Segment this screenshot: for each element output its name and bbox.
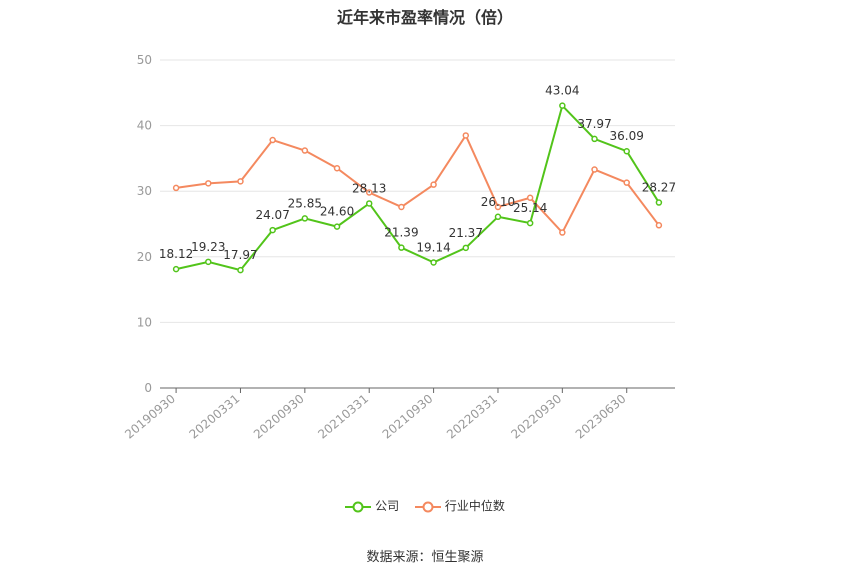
legend-item-company[interactable]: 公司 (345, 497, 399, 514)
industry-median-point (559, 229, 566, 236)
company-data-label: 37.97 (577, 117, 611, 131)
company-point (559, 102, 566, 109)
x-tick-label: 20220331 (444, 392, 500, 442)
y-tick-label: 30 (137, 184, 152, 198)
company-data-label: 26.10 (481, 195, 515, 209)
series-lines (172, 102, 663, 274)
legend-industry-label: 行业中位数 (444, 499, 505, 513)
legend: 公司 行业中位数 (0, 497, 850, 514)
company-point (655, 199, 663, 206)
x-tick-label: 20200930 (251, 392, 307, 442)
company-point (237, 266, 244, 274)
company-point (494, 213, 502, 221)
x-tick-label: 20230630 (573, 392, 629, 442)
company-point (526, 219, 534, 227)
y-tick-label: 10 (137, 315, 152, 329)
industry-median-point (494, 203, 502, 211)
industry-median-point (462, 132, 470, 139)
company-data-label: 19.23 (191, 240, 225, 254)
industry-median-point (655, 222, 663, 229)
company-data-label: 24.60 (320, 205, 354, 219)
legend-item-industry-median[interactable]: 行业中位数 (414, 497, 505, 514)
x-tick-label: 20190930 (122, 392, 178, 442)
chart-title: 近年来市盈率情况（倍） (336, 8, 513, 27)
x-tick-label: 20210331 (315, 392, 371, 442)
company-data-label: 18.12 (159, 247, 193, 261)
y-tick-label: 0 (144, 381, 152, 395)
company-point (398, 244, 405, 251)
industry-median-point (623, 179, 630, 186)
company-point (462, 244, 470, 252)
company-point (623, 147, 630, 155)
company-data-label: 28.13 (352, 181, 386, 195)
industry-median-point (237, 178, 244, 185)
company-data-label: 28.27 (642, 181, 676, 195)
company-point (430, 259, 437, 266)
industry-median-point (205, 180, 212, 187)
company-data-label: 25.14 (513, 201, 547, 215)
industry-median-point (365, 189, 373, 196)
company-data-label: 24.07 (255, 208, 289, 222)
x-tick-label: 20200331 (187, 392, 243, 442)
industry-median-point (526, 194, 534, 202)
company-point (301, 215, 309, 222)
legend-industry-marker (414, 501, 441, 512)
company-data-label: 21.39 (384, 226, 418, 240)
industry-median-line (175, 133, 660, 235)
y-tick-label: 40 (137, 119, 152, 133)
industry-median-point (591, 166, 598, 173)
company-point (269, 226, 276, 234)
company-point (205, 258, 212, 266)
legend-company-label: 公司 (375, 499, 400, 513)
company-data-label: 25.85 (288, 196, 322, 210)
company-line (175, 103, 660, 272)
company-data-label: 19.14 (416, 240, 450, 254)
company-data-label: 43.04 (545, 84, 579, 98)
x-tick-label: 20210930 (380, 392, 436, 442)
industry-median-point (172, 184, 180, 192)
grid-lines (160, 59, 675, 323)
company-data-label: 21.37 (449, 226, 483, 240)
industry-median-point (430, 181, 437, 188)
legend-company-marker (345, 501, 372, 512)
data-source: 数据来源：恒生聚源 (366, 550, 484, 565)
company-data-label: 17.97 (223, 248, 257, 262)
company-data-label: 36.09 (610, 129, 644, 143)
company-point (591, 135, 598, 143)
y-tick-label: 50 (137, 53, 152, 67)
company-point (172, 265, 180, 273)
company-point (365, 200, 373, 207)
x-tick-label: 20220930 (508, 392, 564, 442)
industry-median-point (398, 203, 405, 211)
y-tick-label: 20 (137, 250, 152, 264)
industry-median-point (301, 147, 309, 154)
company-point (333, 223, 341, 230)
industry-median-point (269, 136, 276, 144)
industry-median-point (333, 164, 341, 172)
